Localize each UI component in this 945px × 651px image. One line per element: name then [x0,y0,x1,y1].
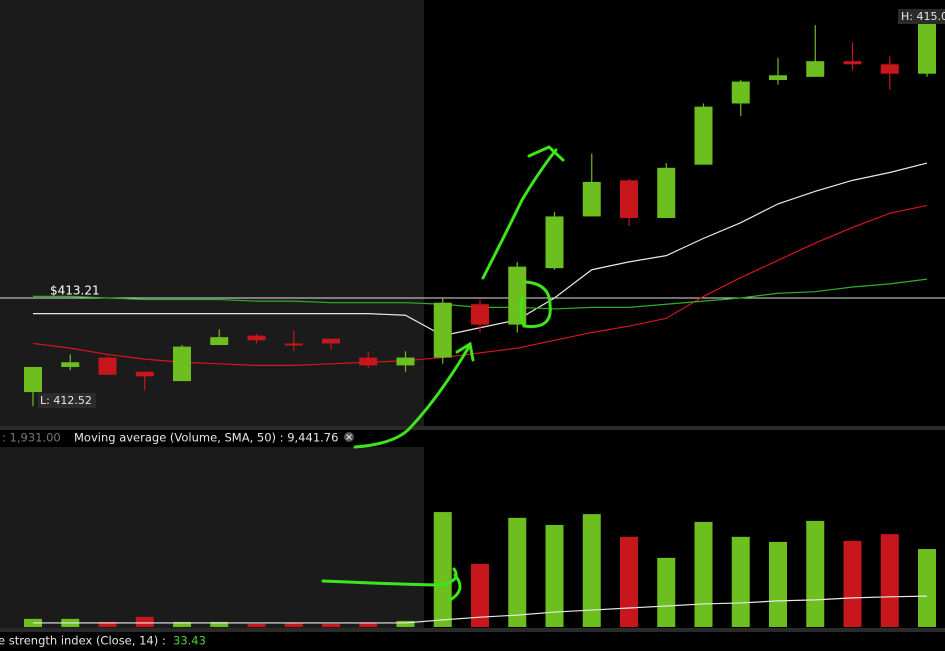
volume-bar [694,521,713,627]
candle-body [843,61,862,65]
candle-body [396,357,415,366]
volume-bar [471,563,489,627]
candle-body [880,64,899,74]
separator [0,426,945,430]
close-icon-x [346,434,352,440]
candle-body [657,167,676,218]
candle-body [433,302,452,358]
candle-body [24,366,42,393]
low-label: L: 412.52 [40,394,92,407]
volume-bar [322,623,340,627]
volume-indicator: Moving average (Volume, SMA, 50) : 9,441… [74,431,338,445]
volume-bar [545,524,564,627]
volume-bar [433,512,452,627]
candle-body [322,338,340,344]
hand-annotations [321,145,565,602]
volume-bar [657,557,676,627]
separator [0,628,945,632]
hand-arrow [481,145,565,280]
candle-body [806,61,825,77]
price-line-label: $413.21 [50,283,100,297]
candle-body [135,371,154,377]
hand-arrow [321,567,462,602]
candle-body [471,304,489,325]
shaded-region [0,447,424,628]
volume-bar [843,540,862,627]
volume-bar [806,520,825,627]
candle-body [359,357,378,366]
volume-bar [284,622,303,627]
volume-bar [731,536,750,627]
volume-bar [880,534,899,627]
candle-body [769,75,787,80]
candle-body [545,216,564,269]
candle-body [620,180,638,218]
volume-bar [582,514,601,627]
volume-bar [359,622,378,627]
rsi-value: 33.43 [173,634,206,648]
volume-bar [247,623,266,627]
candle-body [61,362,80,367]
volume-bar [508,517,527,627]
candle-body [247,335,266,341]
volume-bar [918,549,936,627]
candle-body [173,346,191,382]
candle-body [284,343,303,346]
hand-arrow [353,341,475,449]
candle-body [98,357,117,375]
volume-bar [210,621,229,627]
close-indicator[interactable] [344,432,354,442]
high-label-box [898,9,945,24]
candle-body [731,81,750,104]
hand-circle [519,280,552,329]
candle-body [694,106,713,165]
volume-bar [769,541,787,627]
candle-body [210,337,229,346]
low-label-box [38,393,96,408]
candle-body [918,23,936,74]
candle-body [508,266,527,325]
high-label: H: 415.0 [901,10,945,23]
volume-bar [396,620,415,627]
marks: $413.21 H: 415.0 L: 412.52 [0,9,945,627]
volume-bar [98,621,117,627]
volume-bar [173,621,191,627]
volume-bar [135,616,154,627]
volume-bar [620,536,638,627]
candle-body [582,181,601,217]
volume-average-line [33,595,928,624]
volume-value: : 1,931.00 [2,431,61,445]
rsi-label: e strength index (Close, 14) : [0,634,166,648]
